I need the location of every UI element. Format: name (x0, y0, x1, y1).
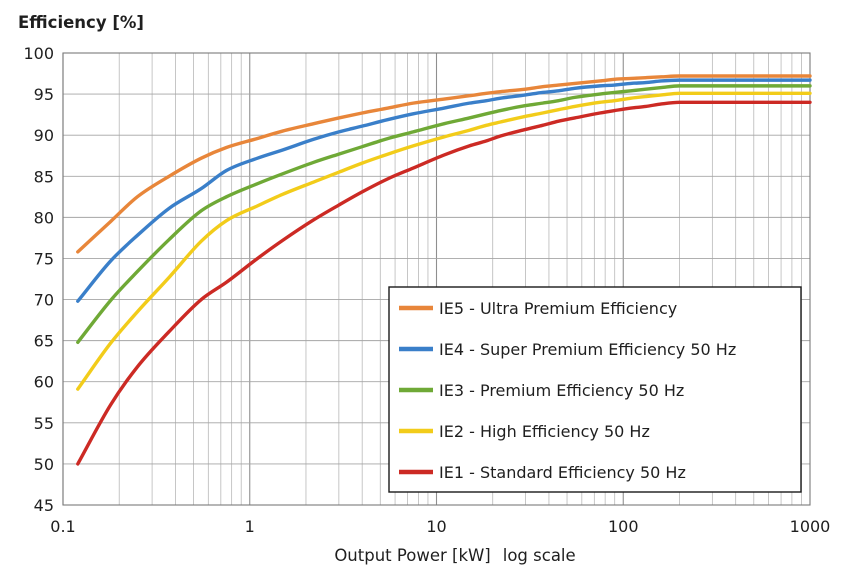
legend: IE5 - Ultra Premium Efficiency IE4 - Supe… (388, 286, 802, 493)
x-tick-label: 1 (245, 517, 255, 536)
y-tick-label: 80 (34, 208, 54, 227)
legend-label: IE1 - Standard Efficiency 50 Hz (439, 463, 686, 482)
x-tick-label: 0.1 (50, 517, 75, 536)
x-tick-label: 100 (608, 517, 639, 536)
plot-border (62, 52, 811, 506)
series-line-ie1 (76, 100, 812, 466)
tick-layer: 45 50 55 60 65 70 75 80 85 90 95 100 0.1 1 10 100 1000 (23, 44, 830, 536)
y-tick-label: 75 (34, 249, 54, 268)
y-tick-label: 65 (34, 332, 54, 351)
y-axis-title: Efficiency [%] (18, 13, 144, 32)
y-tick-label: 45 (34, 496, 54, 515)
legend-box (388, 286, 802, 493)
y-tick-label: 55 (34, 414, 54, 433)
y-tick-label: 70 (34, 291, 54, 310)
legend-label: IE2 - High Efficiency 50 Hz (439, 422, 650, 441)
x-axis-title: Output Power [kW] log scale (334, 546, 575, 565)
legend-entry-ie5: IE5 - Ultra Premium Efficiency (399, 299, 677, 318)
x-axis-title-note: log scale (503, 546, 576, 565)
legend-entry-ie3: IE3 - Premium Efficiency 50 Hz (399, 381, 684, 400)
y-tick-label: 100 (23, 44, 54, 63)
legend-entry-ie2: IE2 - High Efficiency 50 Hz (399, 422, 650, 441)
legend-label: IE3 - Premium Efficiency 50 Hz (439, 381, 684, 400)
x-axis-title-main: Output Power [kW] (334, 546, 490, 565)
legend-label: IE5 - Ultra Premium Efficiency (439, 299, 677, 318)
y-tick-label: 60 (34, 373, 54, 392)
legend-entry-ie4: IE4 - Super Premium Efficiency 50 Hz (399, 340, 736, 359)
legend-label: IE4 - Super Premium Efficiency 50 Hz (439, 340, 736, 359)
y-tick-label: 50 (34, 455, 54, 474)
series-line-ie4 (76, 78, 812, 303)
series-line-ie3 (76, 84, 812, 344)
y-tick-label: 85 (34, 167, 54, 186)
x-tick-label: 1000 (790, 517, 831, 536)
legend-entry-ie1: IE1 - Standard Efficiency 50 Hz (399, 463, 686, 482)
series-line-ie2 (76, 91, 812, 391)
y-tick-label: 90 (34, 126, 54, 145)
series-line-ie5 (76, 74, 812, 254)
series-layer (76, 74, 812, 466)
x-tick-label: 10 (426, 517, 446, 536)
y-tick-label: 95 (34, 85, 54, 104)
